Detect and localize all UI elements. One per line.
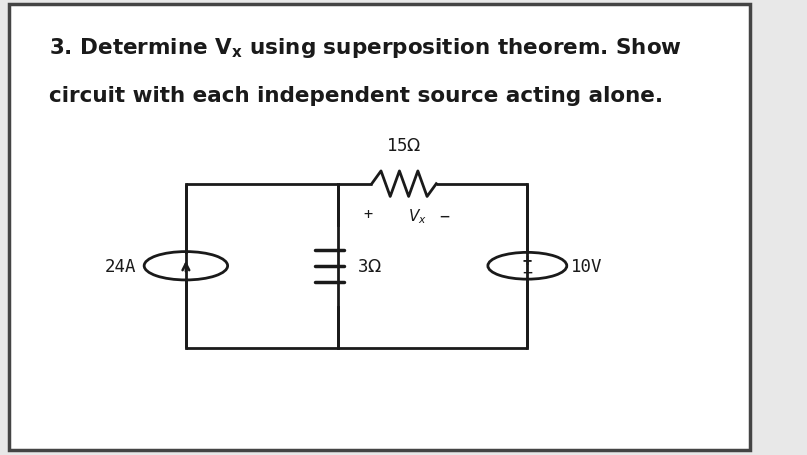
Text: circuit with each independent source acting alone.: circuit with each independent source act… bbox=[49, 86, 663, 106]
Text: +: + bbox=[523, 253, 532, 268]
Text: −: − bbox=[439, 207, 449, 225]
Text: 24A: 24A bbox=[105, 257, 136, 275]
Text: +: + bbox=[363, 207, 373, 222]
Text: 15$\Omega$: 15$\Omega$ bbox=[387, 137, 422, 155]
Text: 10V: 10V bbox=[571, 257, 602, 275]
Text: $V_x$: $V_x$ bbox=[408, 207, 427, 226]
FancyBboxPatch shape bbox=[9, 5, 750, 450]
Text: 3$\Omega$: 3$\Omega$ bbox=[357, 257, 382, 275]
Text: −: − bbox=[522, 263, 533, 281]
Text: 3. Determine $\mathbf{V_x}$ using superposition theorem. Show: 3. Determine $\mathbf{V_x}$ using superp… bbox=[49, 36, 683, 60]
